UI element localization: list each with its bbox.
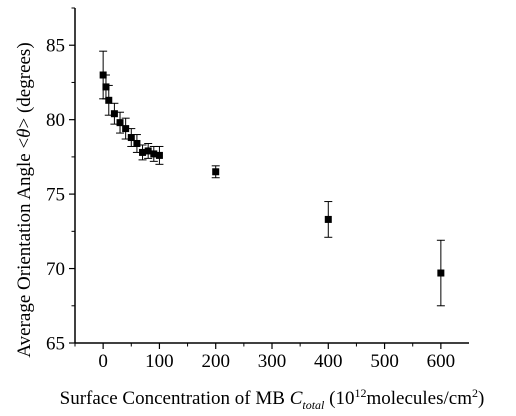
x-tick-label: 200	[201, 351, 230, 372]
x-axis-title-unit: molecules/cm	[366, 388, 472, 409]
x-tick-label: 600	[427, 351, 456, 372]
ticks: 0 100 200 300 400 500 600 65 70 75 80 85	[46, 7, 456, 372]
data-point	[437, 269, 445, 277]
data-point	[133, 139, 141, 147]
axes	[74, 8, 469, 344]
x-axis-title: Surface Concentration of MB Ctotal (1012…	[60, 386, 485, 412]
data-point	[122, 125, 130, 133]
data-point	[102, 83, 110, 91]
x-axis-title-sup1: 12	[354, 386, 366, 400]
y-tick-label: 70	[46, 259, 65, 280]
data-marks	[99, 50, 445, 307]
x-tick-label: 0	[98, 351, 108, 372]
data-point	[105, 96, 113, 104]
x-axis-title-var: C	[290, 388, 303, 409]
x-tick-label: 500	[370, 351, 399, 372]
data-point	[139, 148, 147, 156]
x-axis-title-mid: (10	[324, 388, 354, 409]
x-axis-title-suffix: )	[478, 388, 484, 409]
data-point	[116, 119, 124, 127]
x-axis-title-prefix: Surface Concentration of MB	[60, 388, 290, 409]
y-axis-title-suffix: > (degrees)	[14, 42, 35, 128]
data-point	[155, 151, 163, 159]
y-axis-title-var: θ	[14, 128, 35, 137]
y-axis-title-prefix: Average Orientation Angle <	[14, 138, 35, 358]
data-point	[127, 134, 135, 142]
x-tick-label: 400	[314, 351, 343, 372]
data-point	[324, 215, 332, 223]
data-point	[150, 150, 158, 158]
y-tick-label: 85	[46, 36, 65, 57]
data-point	[110, 110, 118, 118]
data-point	[144, 147, 152, 155]
x-tick-label: 100	[145, 351, 174, 372]
x-axis-title-sub: total	[302, 398, 325, 412]
x-axis-title-sup2: 2	[472, 386, 478, 400]
x-tick-label: 300	[258, 351, 287, 372]
y-axis-title: Average Orientation Angle <θ> (degrees)	[14, 42, 35, 357]
y-tick-label: 75	[46, 185, 65, 206]
y-tick-label: 80	[46, 110, 65, 131]
y-tick-label: 65	[46, 334, 65, 355]
data-point	[212, 168, 220, 176]
